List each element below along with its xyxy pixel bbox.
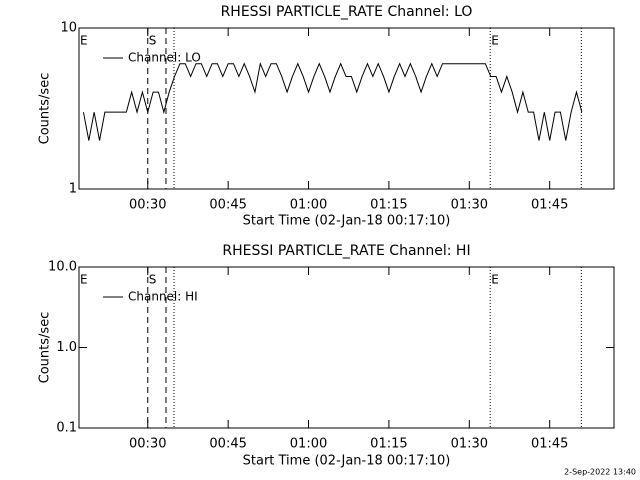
y-tick-label: 10.0	[48, 260, 77, 275]
y-axis-label: Counts/sec	[38, 312, 53, 384]
x-tick-label: 01:45	[531, 437, 568, 452]
y-tick-label: 1.0	[56, 340, 77, 355]
annotation: S	[149, 273, 157, 287]
annotation: E	[491, 273, 499, 287]
x-tick-label: 00:45	[209, 437, 246, 452]
x-tick-label: 01:45	[531, 198, 568, 213]
x-tick-label: 01:00	[290, 198, 327, 213]
y-axis-label: Counts/sec	[38, 73, 53, 145]
y-tick-label: 0.1	[56, 421, 77, 436]
x-tick-label: 01:15	[370, 437, 407, 452]
x-tick-label: 00:30	[129, 437, 166, 452]
x-tick-label: 01:00	[290, 437, 327, 452]
footer: 2-Sep-2022 13:40	[564, 468, 636, 477]
annotation: S	[149, 34, 157, 48]
x-tick-label: 01:30	[451, 198, 488, 213]
data-line	[82, 61, 583, 141]
annotation: E	[80, 273, 88, 287]
legend-label: Channel: LO	[128, 51, 201, 65]
chart-title: RHESSI PARTICLE_RATE Channel: LO	[221, 4, 473, 20]
annotation: E	[491, 34, 499, 48]
y-tick-label: 10	[60, 21, 77, 36]
annotation: E	[80, 34, 88, 48]
plot-frame	[78, 27, 615, 190]
x-axis-label: Start Time (02-Jan-18 00:17:10)	[243, 214, 451, 229]
chart-title: RHESSI PARTICLE_RATE Channel: HI	[222, 243, 470, 259]
y-tick-label: 1	[69, 182, 77, 197]
x-tick-label: 00:45	[209, 198, 246, 213]
legend-label: Channel: HI	[128, 290, 198, 304]
x-tick-label: 00:30	[129, 198, 166, 213]
x-tick-label: 01:30	[451, 437, 488, 452]
x-tick-label: 01:15	[370, 198, 407, 213]
x-axis-label: Start Time (02-Jan-18 00:17:10)	[243, 454, 451, 469]
